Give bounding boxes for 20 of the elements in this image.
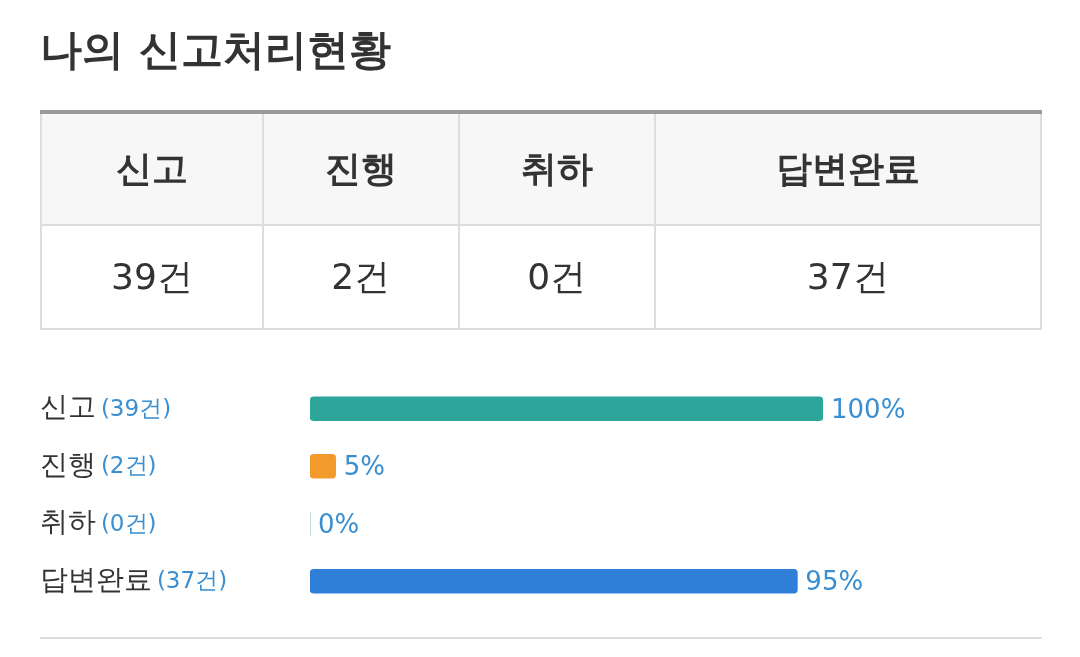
text: 39건 <box>111 255 193 297</box>
text: 0건 <box>527 255 587 297</box>
data-label: 0% <box>318 508 360 539</box>
text: 37건 <box>806 255 889 297</box>
bar <box>310 453 336 479</box>
category-label: 답변완료 <box>654 112 1041 225</box>
category-label: 신고 <box>41 112 263 225</box>
category-label: 취하 <box>458 112 655 225</box>
bar <box>310 396 823 422</box>
text: 나의 신고처리현황 <box>40 24 391 76</box>
data-label: 5% <box>343 451 385 481</box>
bar <box>310 568 798 594</box>
data-label: 100% <box>831 393 906 424</box>
text: 2건 <box>331 255 391 297</box>
y-tick-label: 답변완료 (37건) <box>40 562 228 596</box>
y-tick-label: 진행 (2건) <box>40 447 157 481</box>
y-tick-label: 신고 (39건) <box>40 390 172 424</box>
category-label: 진행 <box>262 112 459 225</box>
data-label: 95% <box>805 566 864 596</box>
y-tick-label: 취하 (0건) <box>40 505 157 539</box>
